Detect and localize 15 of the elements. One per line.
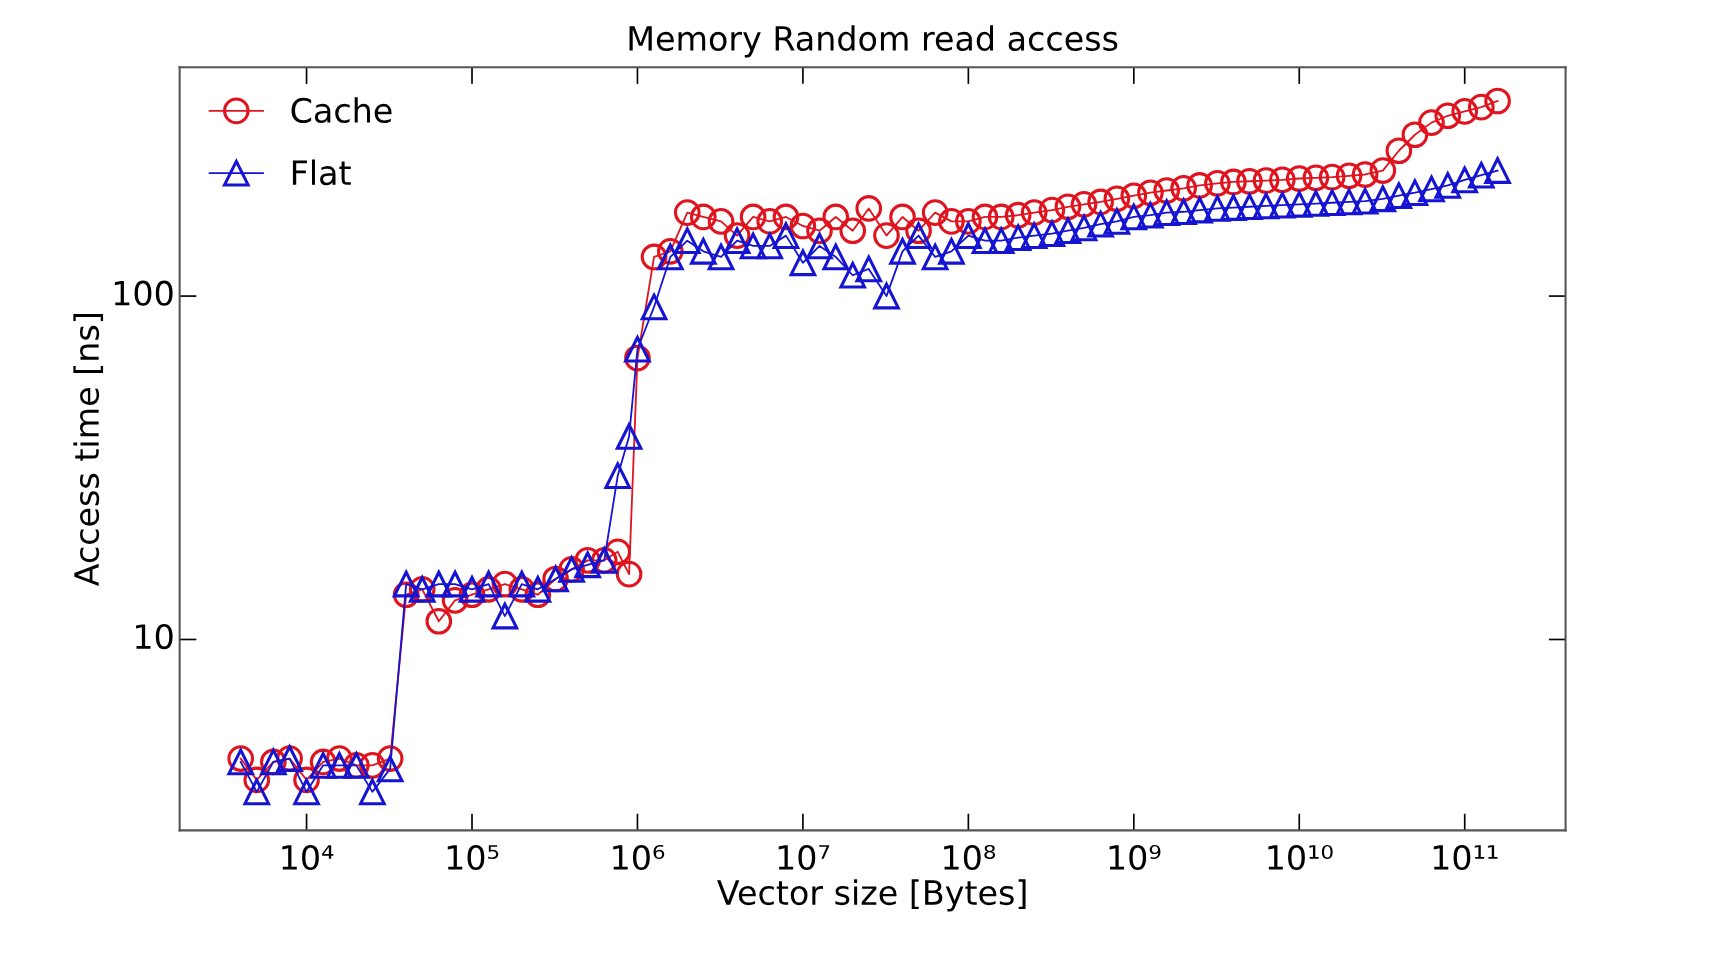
x-tick-label: 10⁹ xyxy=(1109,844,1161,871)
chart-title: Memory Random read access xyxy=(629,25,1118,58)
legend-label: Cache xyxy=(291,97,392,123)
y-axis-title: Access time [ns] xyxy=(73,314,104,587)
x-tick-label: 10⁵ xyxy=(447,844,499,871)
x-tick-label: 10⁴ xyxy=(282,844,334,871)
x-axis-title: Vector size [Bytes] xyxy=(717,879,1026,912)
x-tick-label: 10⁸ xyxy=(944,844,996,871)
x-tick-label: 10⁶ xyxy=(613,844,665,871)
x-tick-label: 10¹¹ xyxy=(1433,844,1498,871)
y-tick-label: 100 xyxy=(114,280,173,306)
legend-label: Flat xyxy=(292,159,351,186)
x-tick-label: 10⁷ xyxy=(778,844,830,871)
x-tick-label: 10¹⁰ xyxy=(1268,844,1333,871)
y-tick-label: 10 xyxy=(136,623,173,650)
